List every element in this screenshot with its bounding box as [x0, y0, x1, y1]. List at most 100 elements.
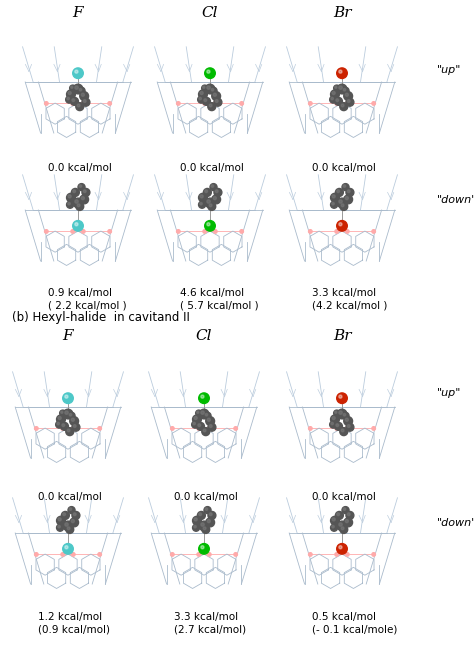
Circle shape: [199, 409, 209, 419]
Circle shape: [56, 524, 64, 531]
Circle shape: [198, 424, 201, 426]
Circle shape: [205, 190, 208, 192]
Circle shape: [70, 416, 79, 426]
Circle shape: [199, 512, 201, 516]
Circle shape: [330, 201, 337, 208]
Circle shape: [341, 104, 344, 107]
Circle shape: [347, 512, 350, 516]
Circle shape: [82, 101, 85, 105]
Circle shape: [205, 68, 215, 78]
Text: Cl: Cl: [202, 6, 218, 20]
Circle shape: [339, 411, 342, 414]
Circle shape: [214, 188, 222, 196]
Circle shape: [209, 104, 212, 107]
Circle shape: [199, 521, 209, 531]
Circle shape: [197, 511, 205, 519]
Circle shape: [201, 395, 204, 398]
Text: "down": "down": [437, 195, 474, 205]
Circle shape: [330, 90, 339, 99]
Circle shape: [337, 521, 347, 531]
Circle shape: [80, 195, 89, 204]
Circle shape: [208, 553, 211, 556]
Circle shape: [73, 84, 83, 94]
Circle shape: [335, 422, 342, 430]
Circle shape: [211, 185, 214, 187]
Circle shape: [345, 520, 348, 522]
Text: 1.2 kcal/mol: 1.2 kcal/mol: [38, 612, 102, 622]
Circle shape: [215, 190, 218, 192]
Circle shape: [346, 423, 354, 431]
Circle shape: [202, 526, 210, 534]
Text: (0.9 kcal/mol): (0.9 kcal/mol): [38, 625, 110, 635]
Circle shape: [212, 195, 220, 204]
Circle shape: [372, 101, 375, 105]
Circle shape: [309, 553, 312, 556]
Circle shape: [337, 544, 347, 554]
Circle shape: [240, 101, 244, 105]
Circle shape: [345, 93, 348, 96]
Circle shape: [208, 427, 211, 430]
Text: 3.3 kcal/mol: 3.3 kcal/mol: [174, 612, 238, 622]
Circle shape: [334, 410, 340, 416]
Circle shape: [213, 93, 216, 96]
Circle shape: [69, 414, 72, 416]
Circle shape: [83, 99, 86, 103]
Circle shape: [35, 553, 38, 556]
Circle shape: [372, 553, 375, 556]
Circle shape: [344, 195, 353, 204]
Circle shape: [372, 229, 375, 233]
Circle shape: [65, 411, 68, 414]
Circle shape: [79, 89, 82, 91]
Circle shape: [309, 427, 312, 430]
Circle shape: [346, 427, 349, 430]
Circle shape: [72, 427, 75, 430]
Circle shape: [72, 423, 80, 431]
Text: 0.0 kcal/mol: 0.0 kcal/mol: [180, 163, 244, 173]
Circle shape: [339, 223, 342, 226]
Circle shape: [75, 86, 78, 90]
Circle shape: [66, 194, 75, 202]
Circle shape: [69, 508, 72, 511]
Circle shape: [72, 188, 79, 196]
Circle shape: [73, 68, 83, 78]
Circle shape: [80, 91, 89, 101]
Circle shape: [339, 86, 342, 90]
Circle shape: [82, 197, 84, 200]
Circle shape: [71, 229, 74, 233]
Circle shape: [63, 512, 65, 516]
Circle shape: [199, 393, 210, 404]
Circle shape: [330, 421, 337, 428]
Circle shape: [98, 427, 101, 430]
Text: "down": "down": [437, 518, 474, 528]
Circle shape: [62, 511, 69, 519]
Circle shape: [67, 527, 70, 530]
Circle shape: [337, 409, 347, 419]
Circle shape: [340, 103, 348, 111]
Circle shape: [342, 412, 349, 419]
Circle shape: [192, 415, 201, 424]
Circle shape: [58, 526, 60, 528]
Circle shape: [343, 89, 346, 91]
Circle shape: [57, 422, 59, 425]
Text: "up": "up": [437, 65, 461, 75]
Circle shape: [66, 428, 74, 436]
Circle shape: [194, 416, 197, 420]
Circle shape: [70, 85, 76, 91]
Circle shape: [65, 395, 68, 398]
Text: F: F: [73, 6, 83, 20]
Circle shape: [203, 188, 211, 196]
Circle shape: [335, 97, 342, 105]
Circle shape: [199, 90, 207, 99]
Circle shape: [191, 421, 199, 428]
Circle shape: [341, 204, 344, 207]
Circle shape: [208, 423, 216, 431]
Circle shape: [345, 418, 348, 421]
Circle shape: [201, 523, 204, 526]
Circle shape: [199, 194, 207, 202]
Circle shape: [339, 395, 342, 398]
Circle shape: [196, 410, 202, 416]
Circle shape: [206, 416, 215, 426]
Circle shape: [339, 200, 342, 203]
Circle shape: [204, 412, 211, 419]
Circle shape: [71, 520, 74, 522]
